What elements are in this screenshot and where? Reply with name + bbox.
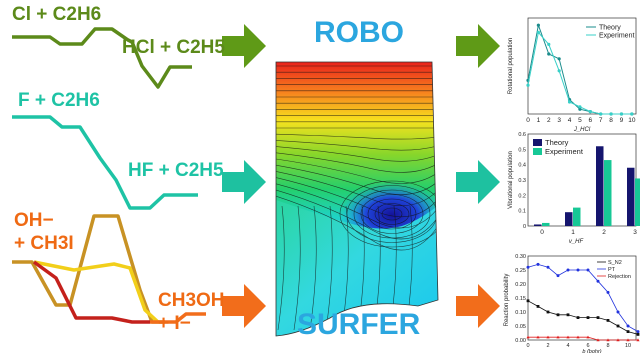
pes-contour-line xyxy=(276,177,438,218)
pes-floor-contour xyxy=(309,205,317,331)
pes-well-contour xyxy=(360,194,424,234)
pes-contour-line xyxy=(276,146,438,162)
pes-well-contour xyxy=(339,180,438,248)
pes-contour-line xyxy=(276,164,438,195)
potential-energy-surface xyxy=(276,62,438,336)
pes-well-contour xyxy=(353,189,431,239)
f-products-label: HF + C2H5 xyxy=(128,160,224,181)
cl-reactants-label: Cl + C2H6 xyxy=(12,4,102,25)
pes-well-contour xyxy=(374,203,410,225)
pes-contour-line xyxy=(276,183,438,229)
pes-contour-line xyxy=(276,195,438,251)
oh-red-path xyxy=(32,260,150,324)
cl-products-label: HCl + C2H5 xyxy=(122,37,225,58)
pes-contour-line xyxy=(276,152,438,173)
arrow-green xyxy=(222,24,266,68)
pes-well-contour xyxy=(381,207,403,221)
f-reactants-label: F + C2H6 xyxy=(18,90,100,111)
arrow-teal xyxy=(222,160,266,204)
f-energy-path xyxy=(12,115,198,210)
title-robo: ROBO xyxy=(314,16,404,49)
title-surfer: SURFER xyxy=(297,308,421,341)
pes-contour-line xyxy=(276,140,438,151)
arrow-orange xyxy=(222,284,266,328)
arrow-orange-right xyxy=(456,284,500,328)
pes-contour-line xyxy=(276,133,438,140)
pes-contour-line xyxy=(276,189,438,240)
oh-reactant-label-1: OH− xyxy=(14,210,54,231)
oh-orange-path xyxy=(150,312,206,324)
pes-contour-line xyxy=(276,158,438,184)
pes-floor-contour xyxy=(325,205,333,331)
arrow-green-right xyxy=(456,24,500,68)
pes-floor-contour xyxy=(293,205,301,331)
pes-well-contour xyxy=(367,198,417,230)
oh-reactant-label-2: + CH3I xyxy=(14,233,74,254)
pes-floor-contour xyxy=(277,205,285,331)
oh-product-label-2: + I− xyxy=(158,313,191,334)
arrow-teal-right xyxy=(456,160,500,204)
cl-energy-path xyxy=(12,27,192,89)
oh-yellow-path xyxy=(33,260,160,324)
oh-product-label-1: CH3OH xyxy=(158,290,225,311)
